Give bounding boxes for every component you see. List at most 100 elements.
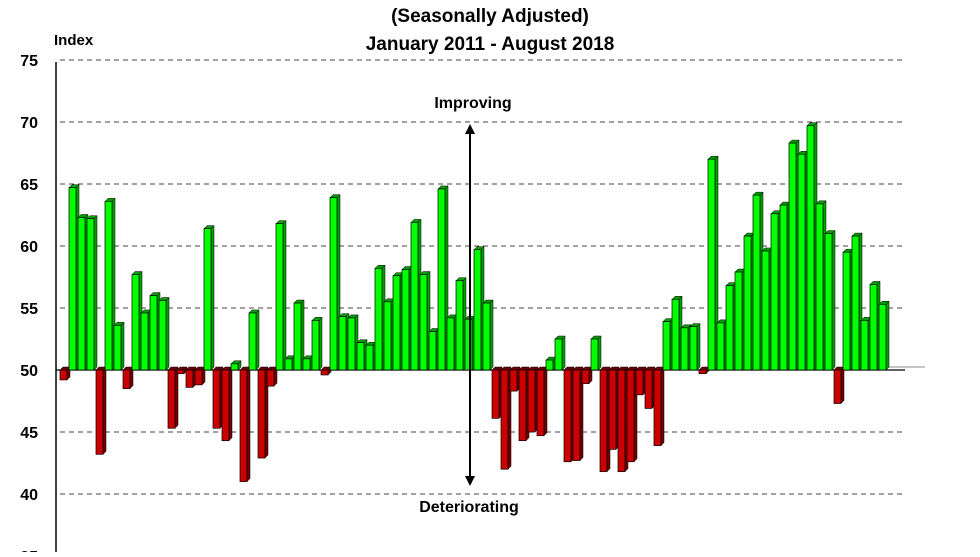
bar-below-50: [581, 366, 593, 385]
bar-above-50: [770, 210, 782, 371]
bar-above-50: [554, 335, 566, 371]
deteriorating-label: Deteriorating: [419, 499, 519, 516]
bar-above-50: [869, 280, 881, 371]
bar-above-50: [347, 314, 359, 371]
bar-above-50: [131, 270, 143, 371]
bar-below-50: [653, 366, 665, 447]
bar-above-50: [86, 215, 98, 371]
bar-above-50: [455, 277, 467, 371]
bar-above-50: [842, 248, 854, 371]
bar-above-50: [725, 282, 737, 371]
bar-below-50: [194, 366, 206, 386]
bar-above-50: [77, 213, 89, 371]
bar-above-50: [752, 191, 764, 371]
bar-below-50: [239, 366, 251, 483]
y-tick-label: 70: [20, 115, 38, 132]
bar-above-50: [671, 295, 683, 371]
bar-below-50: [563, 366, 575, 463]
bar-above-50: [482, 299, 494, 371]
bar-above-50: [590, 335, 602, 371]
y-tick-label: 60: [20, 239, 38, 256]
bar-below-50: [266, 366, 278, 387]
bar-below-50: [833, 366, 845, 405]
bar-above-50: [113, 321, 125, 371]
bar-above-50: [824, 229, 836, 371]
bar-above-50: [140, 309, 152, 371]
improving-label: Improving: [434, 95, 511, 112]
bar-below-50: [599, 366, 611, 473]
bar-below-50: [617, 366, 629, 473]
bar-below-50: [491, 366, 503, 419]
bar-above-50: [446, 314, 458, 371]
bar-below-50: [572, 366, 584, 462]
bar-above-50: [356, 339, 368, 371]
bar-above-50: [860, 316, 872, 371]
direction-arrow: [465, 124, 475, 486]
y-tick-label: 50: [20, 363, 38, 380]
bar-above-50: [788, 139, 800, 371]
bar-above-50: [437, 185, 449, 371]
bar-above-50: [545, 356, 557, 371]
bar-below-50: [626, 366, 638, 463]
y-tick-label: 40: [20, 487, 38, 504]
bar-above-50: [401, 265, 413, 371]
bar-above-50: [410, 218, 422, 371]
y-tick-label: 75: [20, 53, 38, 70]
bar-above-50: [707, 155, 719, 371]
bar-below-50: [536, 366, 548, 437]
bar-above-50: [365, 341, 377, 371]
bar-above-50: [203, 225, 215, 371]
bar-above-50: [149, 291, 161, 371]
bar-above-50: [815, 200, 827, 371]
bar-above-50: [158, 296, 170, 371]
chart-title-line-2: January 2011 - August 2018: [366, 34, 615, 55]
bar-above-50: [734, 268, 746, 371]
bar-above-50: [878, 300, 890, 371]
y-tick-label: 65: [20, 177, 38, 194]
bar-below-50: [122, 366, 134, 390]
bar-above-50: [311, 316, 323, 371]
bar-above-50: [797, 150, 809, 371]
bar-above-50: [392, 272, 404, 371]
bars: [59, 122, 890, 483]
y-tick-label: 55: [20, 301, 38, 318]
bar-above-50: [248, 309, 260, 371]
bar-below-50: [59, 366, 71, 381]
bar-above-50: [383, 298, 395, 371]
bar-above-50: [338, 313, 350, 371]
bar-above-50: [275, 220, 287, 371]
bar-below-50: [500, 366, 512, 470]
bar-below-50: [527, 366, 539, 433]
bar-below-50: [608, 366, 620, 450]
y-tick-labels: 354045505560657075: [20, 53, 38, 557]
bar-above-50: [473, 246, 485, 371]
bar-above-50: [716, 319, 728, 371]
bar-above-50: [779, 201, 791, 371]
bar-below-50: [257, 366, 269, 459]
bar-above-50: [428, 327, 440, 371]
bar-below-50: [635, 366, 647, 396]
y-tick-label: 45: [20, 425, 38, 442]
bar-above-50: [374, 264, 386, 371]
bar-above-50: [761, 247, 773, 371]
bar-above-50: [230, 360, 242, 371]
chart-title-line-1: (Seasonally Adjusted): [391, 6, 589, 27]
bar-below-50: [509, 366, 521, 392]
bar-below-50: [95, 366, 107, 455]
bar-below-50: [185, 366, 197, 388]
bar-below-50: [518, 366, 530, 442]
bar-below-50: [698, 366, 710, 375]
bar-above-50: [806, 122, 818, 371]
bar-above-50: [851, 232, 863, 371]
bar-above-50: [662, 318, 674, 371]
bar-above-50: [302, 355, 314, 371]
bar-below-50: [644, 366, 656, 410]
bar-below-50: [176, 366, 188, 375]
bar-above-50: [104, 197, 116, 371]
bar-above-50: [284, 355, 296, 371]
bar-below-50: [320, 366, 332, 376]
y-axis-label: Index: [54, 32, 94, 49]
bar-above-50: [293, 299, 305, 371]
bar-above-50: [329, 194, 341, 371]
